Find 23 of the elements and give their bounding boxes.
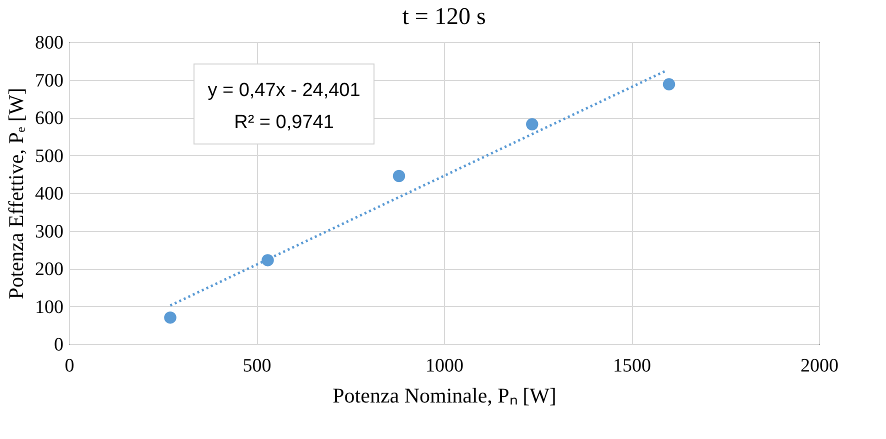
- y-tick-label: 200: [35, 259, 64, 280]
- y-tick-label: 500: [35, 146, 64, 167]
- y-tick-label: 0: [54, 334, 64, 356]
- x-tick-label: 1000: [426, 356, 464, 376]
- x-tick-label: 500: [242, 356, 272, 376]
- x-tick-label: 1500: [613, 356, 651, 376]
- point: [662, 78, 676, 90]
- annotation: y = 0,47x - 24,401: [208, 80, 360, 101]
- point: [262, 254, 274, 266]
- y-tick-label: 700: [35, 70, 64, 92]
- x-axis-title: Potenza Nominale, Pₙ [W]: [332, 384, 556, 408]
- y-axis-title: Potenza Effettive, Pₑ [W]: [4, 88, 28, 300]
- point: [526, 118, 538, 130]
- y-tick-label: 300: [35, 221, 64, 242]
- x-tick-label: 2000: [800, 356, 838, 376]
- annotation: R² = 0,9741: [234, 112, 334, 133]
- point: [392, 170, 406, 182]
- chart-title: t = 120 s: [402, 4, 486, 30]
- y-tick-label: 600: [35, 108, 64, 129]
- point: [164, 311, 176, 324]
- y-tick-label: 100: [35, 296, 64, 318]
- y-tick-label: 800: [35, 32, 64, 54]
- y-tick-label: 400: [35, 184, 64, 204]
